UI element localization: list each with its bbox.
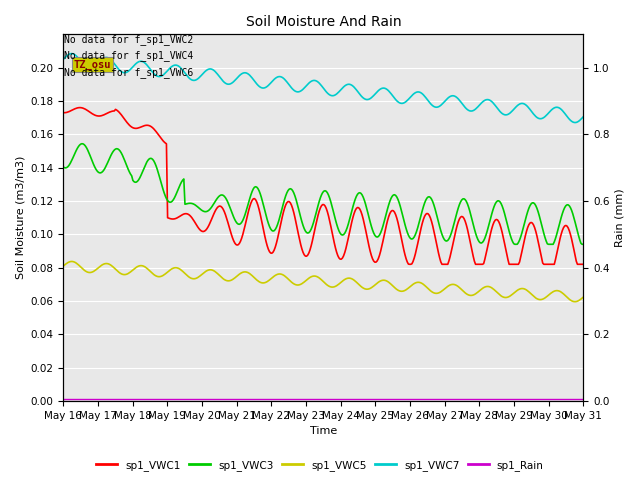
sp1_VWC3 [579,241,587,247]
sp1_VWC7 [148,68,156,73]
sp1_VWC3 [60,164,67,170]
sp1_VWC7 [579,114,587,120]
sp1_Rain [557,396,565,402]
sp1_Rain [118,396,125,402]
sp1_VWC5 [118,271,126,277]
sp1_Rain [572,396,579,402]
sp1_VWC3 [354,192,362,197]
Text: No data for f_sp1_VWC6: No data for f_sp1_VWC6 [64,67,193,78]
sp1_VWC1 [579,262,587,267]
sp1_VWC5 [60,263,67,269]
Line: sp1_VWC5: sp1_VWC5 [63,262,583,302]
sp1_VWC7 [437,102,445,108]
Line: sp1_VWC1: sp1_VWC1 [63,108,583,264]
sp1_VWC1 [354,204,362,210]
Title: Soil Moisture And Rain: Soil Moisture And Rain [246,15,401,29]
sp1_VWC3 [118,152,126,158]
Text: No data for f_sp1_VWC4: No data for f_sp1_VWC4 [64,50,193,61]
sp1_VWC3 [573,228,581,234]
sp1_VWC5 [68,259,76,264]
sp1_Rain [60,396,67,402]
Text: No data for f_sp1_VWC2: No data for f_sp1_VWC2 [64,34,193,45]
Y-axis label: Rain (mm): Rain (mm) [615,188,625,247]
sp1_VWC1 [118,113,126,119]
Y-axis label: Soil Moisture (m3/m3): Soil Moisture (m3/m3) [15,156,25,279]
Text: TZ_osu: TZ_osu [74,60,111,70]
sp1_VWC7 [573,119,581,125]
sp1_VWC1 [60,110,67,116]
sp1_VWC1 [406,262,413,267]
sp1_VWC5 [572,299,579,305]
sp1_VWC1 [148,124,156,130]
sp1_VWC7 [354,88,362,94]
sp1_Rain [436,396,444,402]
sp1_VWC5 [579,294,587,300]
sp1_VWC5 [354,280,362,286]
sp1_VWC1 [76,105,83,110]
sp1_Rain [579,396,587,402]
sp1_Rain [353,396,360,402]
sp1_VWC5 [437,289,445,295]
Line: sp1_VWC7: sp1_VWC7 [63,54,583,122]
sp1_VWC5 [148,270,156,276]
sp1_VWC1 [438,262,446,267]
sp1_VWC7 [572,120,579,125]
sp1_VWC7 [60,57,67,62]
sp1_VWC5 [559,290,566,296]
sp1_VWC3 [511,241,519,247]
Legend: sp1_VWC1, sp1_VWC3, sp1_VWC5, sp1_VWC7, sp1_Rain: sp1_VWC1, sp1_VWC3, sp1_VWC5, sp1_VWC7, … [92,456,548,475]
sp1_VWC3 [78,141,86,146]
sp1_VWC7 [118,70,126,75]
sp1_VWC5 [573,298,581,304]
sp1_VWC7 [68,51,76,57]
sp1_VWC3 [148,156,156,161]
sp1_VWC1 [560,225,568,230]
sp1_VWC7 [559,108,566,113]
sp1_VWC3 [560,207,568,213]
Line: sp1_VWC3: sp1_VWC3 [63,144,583,244]
sp1_VWC3 [437,228,445,234]
X-axis label: Time: Time [310,426,337,436]
sp1_Rain [147,396,154,402]
sp1_VWC1 [573,262,581,267]
